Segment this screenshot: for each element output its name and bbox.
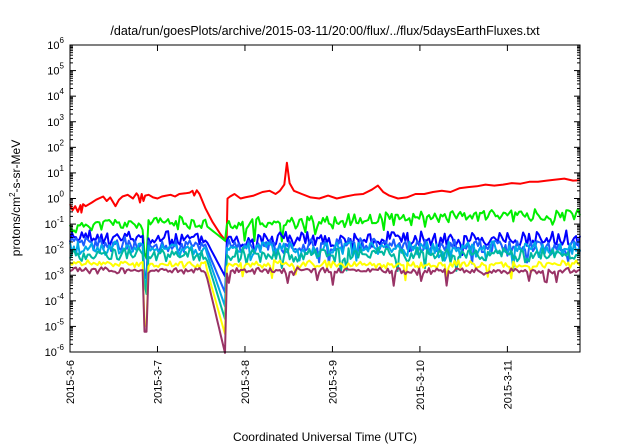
y-tick-label: 104	[47, 87, 64, 103]
x-tick-label: 2015-3-8	[240, 360, 252, 404]
y-tick-label: 10-5	[45, 317, 65, 333]
y-tick-label: 101	[47, 164, 64, 180]
x-tick-label: 2015-3-9	[327, 360, 339, 404]
y-tick-label: 103	[47, 113, 64, 129]
y-tick-label: 10-1	[45, 215, 65, 231]
x-tick-label: 2015-3-7	[152, 360, 164, 404]
series-line-6	[69, 246, 581, 320]
y-tick-label: 105	[47, 62, 64, 78]
x-axis-label: Coordinated Universal Time (UTC)	[233, 430, 417, 444]
chart-title: /data/run/goesPlots/archive/2015-03-11/2…	[110, 24, 540, 38]
x-tick-label: 2015-3-6	[65, 360, 77, 404]
series-line-2	[69, 207, 581, 260]
y-axis-label: protons/cm2-s-sr-MeV	[8, 140, 23, 256]
y-tick-label: 102	[47, 138, 64, 154]
y-tick-label: 10-4	[45, 292, 65, 308]
plot-lines	[69, 161, 581, 354]
x-tick-label: 2015-3-11	[502, 360, 514, 409]
series-line-4	[69, 235, 581, 294]
y-tick-label: 106	[47, 36, 64, 52]
y-axis: 10-6 10-5 10-4 10-3 10-2 10-1 100 101 102 103 104 1…	[45, 36, 580, 359]
series-line-8	[69, 266, 581, 354]
x-axis: 2015-3-6 2015-3-7 2015-3-8 2015-3-9 2015-3-1…	[65, 45, 514, 410]
series-line-1	[69, 161, 581, 243]
y-tick-label: 100	[47, 190, 64, 206]
series-line-7	[69, 259, 581, 335]
y-tick-label: 10-6	[45, 343, 65, 359]
y-tick-label: 10-3	[45, 266, 65, 282]
x-tick-label: 2015-3-10	[415, 360, 427, 410]
series-line-3	[69, 229, 581, 280]
y-tick-label: 10-2	[45, 241, 65, 257]
series-line-5	[69, 240, 581, 308]
